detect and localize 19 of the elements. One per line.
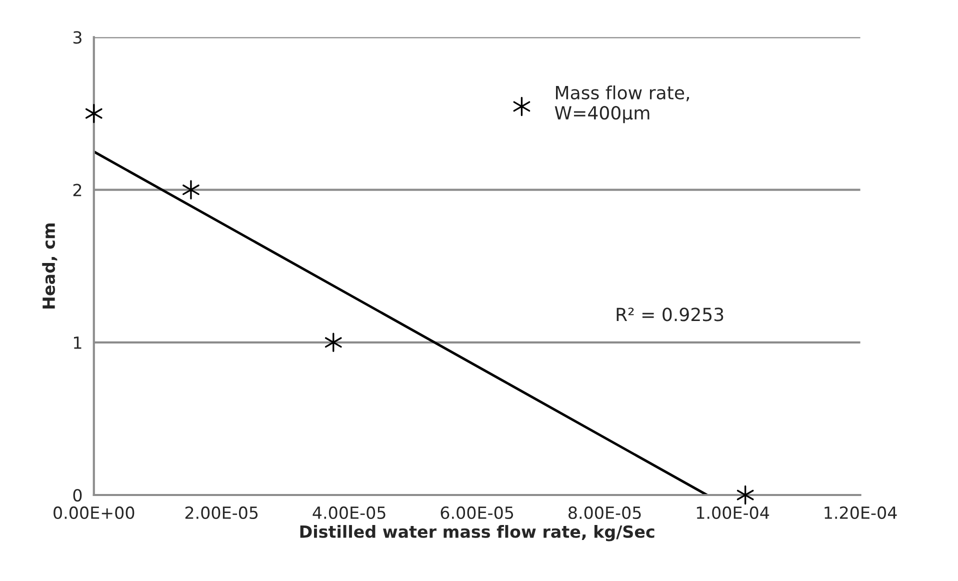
annotation: R² = 0.9253: [616, 308, 724, 322]
y-tick-label: 2: [73, 184, 82, 196]
y-tick-label: 0: [73, 488, 82, 502]
x-tick-label: 0.00E+00: [54, 506, 134, 520]
y-tick-label: 1: [74, 336, 82, 349]
y-axis-title: Head, cm: [42, 224, 58, 308]
x-tick-label: 6.00E-05: [440, 506, 514, 520]
y-tick-label: 3: [73, 31, 82, 44]
x-tick-label: 1.00E-04: [696, 506, 770, 520]
x-tick-label: 1.20E-04: [824, 506, 897, 520]
x-tick-label: 2.00E-05: [185, 506, 258, 520]
point: [85, 104, 102, 124]
point: [182, 180, 200, 200]
point: [736, 485, 754, 505]
x-tick-label: 8.00E-05: [568, 506, 641, 520]
x-tick-label: 4.00E-05: [312, 506, 386, 520]
x-axis-title: Distilled water mass flow rate, kg/Sec: [300, 525, 654, 542]
point: [324, 332, 342, 352]
legend-label: Mass flow rate, W=400µm: [554, 85, 689, 124]
